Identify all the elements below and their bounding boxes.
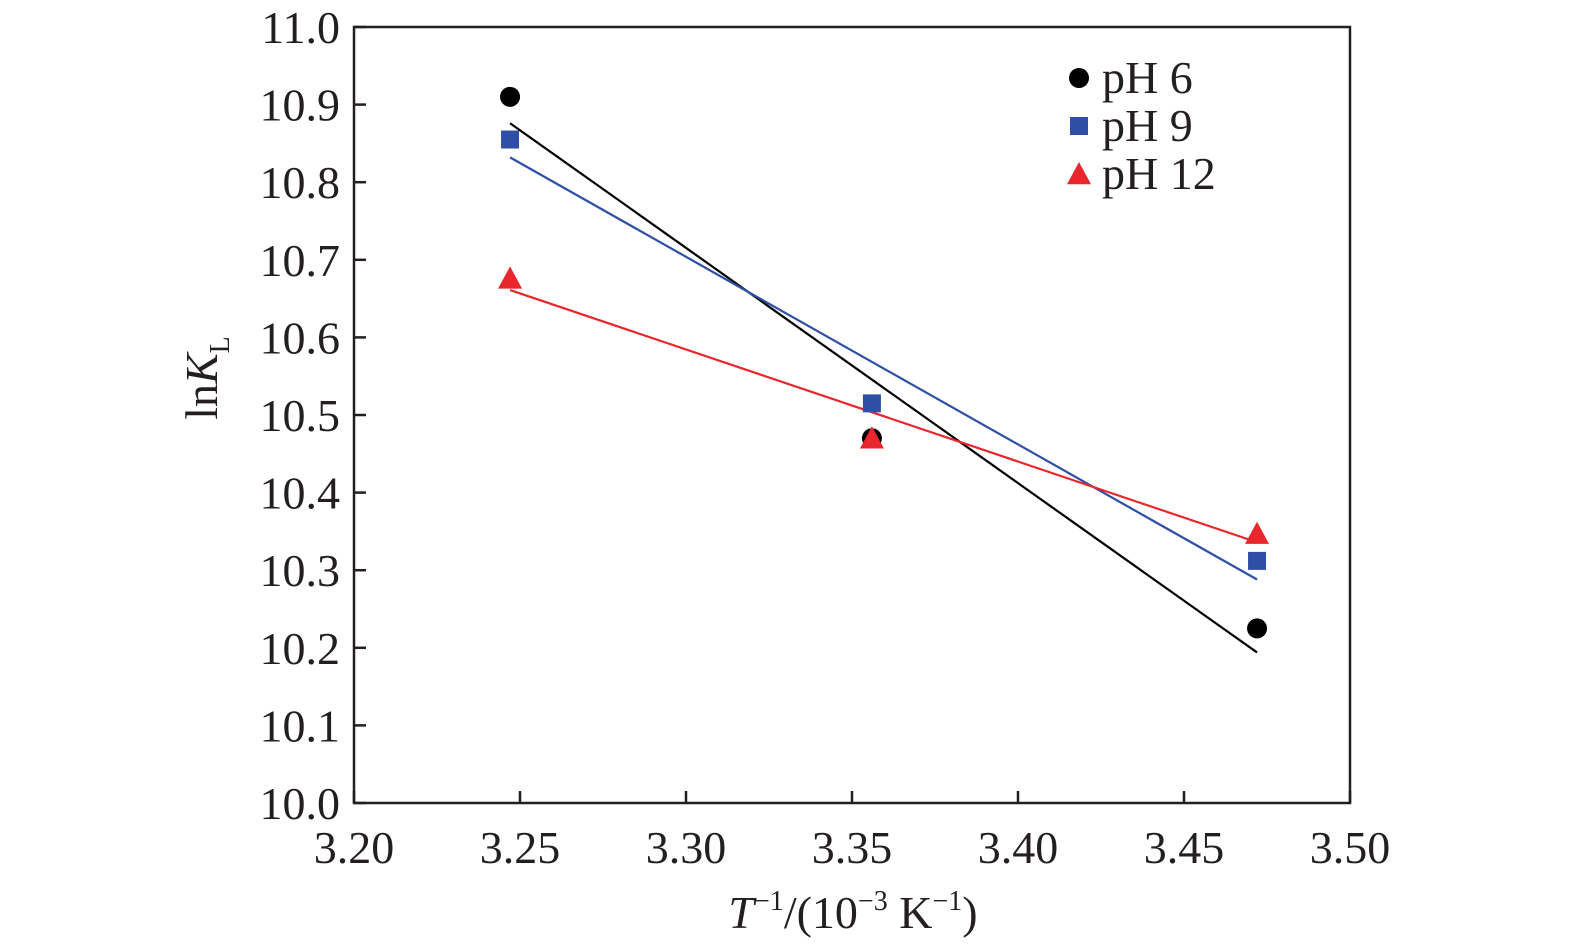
x-axis-title-exp1: −1 (754, 886, 784, 917)
legend-marker-ph-12 (1067, 162, 1091, 185)
x-axis-title: T−1/(10−3 K−1) (728, 886, 977, 938)
y-axis-ticks: 10.0 10.1 10.2 10.3 10.4 10.5 10.6 10.7 10.8 10.9… (260, 2, 366, 829)
data-point-ph-12 (1245, 521, 1270, 544)
x-tick-label: 3.40 (978, 822, 1059, 873)
legend-label-ph-6: pH 6 (1102, 52, 1193, 103)
y-tick-label: 10.0 (260, 778, 341, 829)
data-point-ph-12 (498, 266, 523, 289)
legend-marker-ph-9 (1070, 117, 1088, 135)
x-tick-label: 3.30 (646, 822, 727, 873)
x-axis-ticks: 3.20 3.25 3.30 3.35 3.40 3.45 3.50 (314, 791, 1391, 873)
fit-line-ph-9 (509, 156, 1258, 581)
data-point-ph-6 (500, 86, 521, 107)
data-point-ph-6 (1247, 618, 1268, 639)
x-axis-title-unit: K (888, 887, 933, 938)
legend-label-ph-9: pH 9 (1102, 100, 1193, 151)
data-point-ph-9 (501, 130, 520, 149)
x-axis-title-mid: /(10 (784, 887, 858, 938)
data-markers (498, 86, 1270, 639)
x-axis-title-exp3: −1 (932, 886, 962, 917)
legend-label-ph-12: pH 12 (1102, 148, 1216, 199)
x-tick-label: 3.35 (812, 822, 893, 873)
data-point-ph-12 (859, 426, 884, 449)
x-axis-title-symbol: T (728, 887, 757, 938)
fit-line-ph-12 (509, 289, 1258, 544)
y-tick-label: 10.8 (260, 157, 341, 208)
y-tick-label: 10.2 (260, 623, 341, 674)
y-axis-title: lnKL (176, 336, 236, 420)
y-tick-label: 10.5 (260, 390, 341, 441)
y-tick-label: 10.4 (260, 468, 341, 519)
legend: pH 6pH 9pH 12 (1067, 52, 1216, 199)
y-tick-label: 10.7 (260, 235, 341, 286)
data-point-ph-9 (1248, 551, 1267, 570)
x-tick-label: 3.45 (1144, 822, 1225, 873)
fit-lines (509, 122, 1258, 654)
y-tick-label: 10.1 (260, 700, 341, 751)
fit-line-ph-6 (509, 122, 1258, 654)
x-tick-label: 3.20 (314, 822, 395, 873)
x-tick-label: 3.50 (1310, 822, 1391, 873)
y-axis-title-ln: ln (176, 384, 227, 420)
y-axis-title-symbol: K (176, 351, 227, 385)
y-axis-title-subscript: L (205, 336, 236, 353)
x-tick-label: 3.25 (480, 822, 561, 873)
y-tick-label: 10.6 (260, 312, 341, 363)
x-axis-title-exp2: −3 (858, 886, 888, 917)
data-point-ph-9 (862, 394, 881, 413)
legend-marker-ph-6 (1069, 68, 1089, 88)
y-tick-label: 11.0 (261, 2, 340, 53)
x-axis-title-close: ) (962, 887, 977, 938)
y-tick-label: 10.3 (260, 545, 341, 596)
y-tick-label: 10.9 (260, 80, 341, 131)
